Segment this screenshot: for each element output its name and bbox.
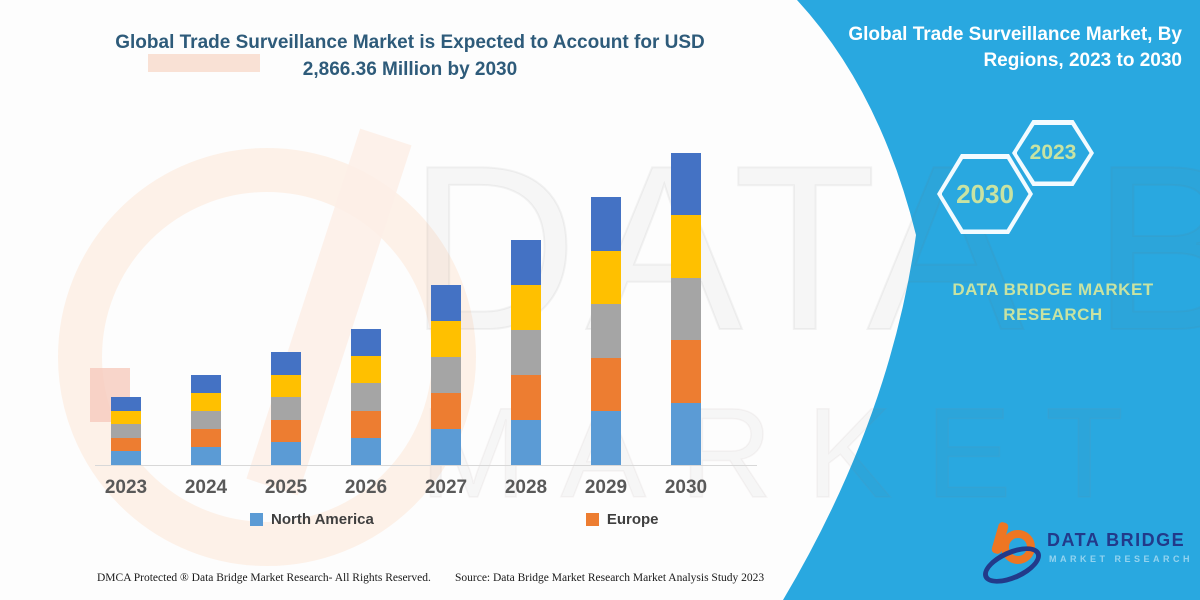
bar-2030-segment-#A5A5A5 bbox=[671, 277, 701, 341]
bar-2029-segment-Europe bbox=[591, 357, 621, 412]
legend-swatch-icon bbox=[585, 513, 599, 526]
bar-2026-segment-#FFC000 bbox=[351, 356, 381, 384]
watermark-text-bottom: MARKET RESEARCH bbox=[419, 381, 1200, 526]
footer-source-text: Source: Data Bridge Market Research Mark… bbox=[455, 572, 765, 584]
bar-2030-segment-#4472C4 bbox=[671, 152, 701, 216]
bar-2030-segment-#FFC000 bbox=[671, 215, 701, 278]
sidebar-brand-text: DATA BRIDGE MARKET RESEARCH bbox=[952, 280, 1154, 324]
legend-swatch-icon bbox=[250, 513, 263, 526]
bar-2026-segment-#4472C4 bbox=[351, 329, 381, 357]
chart-legend: North America Europe bbox=[250, 511, 659, 528]
bar-2025-segment-#4472C4 bbox=[271, 352, 301, 375]
bar-2024-segment-#4472C4 bbox=[191, 374, 221, 393]
sidebar-title: Global Trade Surveillance Market, By Reg… bbox=[848, 24, 1182, 71]
bar-2025-segment-Europe bbox=[271, 419, 301, 443]
x-axis-label-2030: 2030 bbox=[664, 477, 708, 498]
bar-2029-segment-#A5A5A5 bbox=[591, 304, 621, 358]
bar-2023-segment-#A5A5A5 bbox=[111, 424, 141, 438]
bar-2026-segment-North America bbox=[351, 437, 381, 465]
x-axis-label-2024: 2024 bbox=[184, 477, 228, 498]
x-axis-label-2026: 2026 bbox=[344, 477, 388, 498]
hexagon-2023-fill: 2023 bbox=[1016, 124, 1090, 182]
bar-2023 bbox=[111, 396, 141, 465]
bar-2029-segment-#FFC000 bbox=[591, 250, 621, 305]
bar-2023-segment-#4472C4 bbox=[111, 396, 141, 411]
legend-label: North America bbox=[271, 511, 374, 528]
legend-item-north-america: North America bbox=[250, 511, 374, 528]
x-axis-label-2029: 2029 bbox=[584, 477, 628, 498]
logo-b-bowl-icon bbox=[1001, 530, 1035, 564]
legend-label: Europe bbox=[606, 511, 659, 528]
legend-item-europe: Europe bbox=[585, 511, 659, 528]
bar-2023-segment-Europe bbox=[111, 437, 141, 452]
hexagon-2023-label: 2023 bbox=[1029, 141, 1077, 164]
bar-2023-segment-#FFC000 bbox=[111, 410, 141, 425]
x-axis-label-2023: 2023 bbox=[104, 477, 148, 498]
bar-2029 bbox=[591, 197, 621, 465]
x-axis-label-2027: 2027 bbox=[424, 477, 468, 498]
hexagon-2030-label: 2030 bbox=[956, 178, 1014, 209]
bar-2025-segment-#A5A5A5 bbox=[271, 397, 301, 420]
bar-2024 bbox=[191, 374, 221, 465]
bar-2028-segment-#FFC000 bbox=[511, 284, 541, 330]
hexagon-2030-fill: 2030 bbox=[941, 158, 1029, 230]
bar-2029-segment-North America bbox=[591, 411, 621, 465]
bar-2024-segment-#A5A5A5 bbox=[191, 410, 221, 429]
x-axis-label-2025: 2025 bbox=[264, 477, 308, 498]
bar-2025 bbox=[271, 352, 301, 465]
bar-2026-segment-Europe bbox=[351, 410, 381, 438]
bar-2028 bbox=[511, 240, 541, 465]
watermark-logo-strip bbox=[148, 54, 260, 72]
logo-brand-name: DATA BRIDGE bbox=[1047, 530, 1186, 550]
x-axis-label-2028: 2028 bbox=[504, 477, 548, 498]
bar-2027-segment-#4472C4 bbox=[431, 284, 461, 321]
bar-2030 bbox=[671, 152, 701, 465]
bar-2023-segment-North America bbox=[111, 451, 141, 465]
logo-brand-subtitle: MARKET RESEARCH bbox=[1049, 554, 1194, 564]
bar-2028-segment-#4472C4 bbox=[511, 240, 541, 285]
bar-2026-segment-#A5A5A5 bbox=[351, 383, 381, 411]
stacked-bar-chart: 2023 2024 2025 2026 2027 2028 2029 2030 bbox=[104, 152, 708, 498]
bar-2026 bbox=[351, 329, 381, 465]
bar-2027 bbox=[431, 284, 461, 465]
x-axis-line bbox=[95, 465, 757, 466]
bar-2028-segment-#A5A5A5 bbox=[511, 329, 541, 375]
bar-2028-segment-North America bbox=[511, 419, 541, 465]
bar-2027-segment-#A5A5A5 bbox=[431, 356, 461, 393]
bar-2024-segment-Europe bbox=[191, 428, 221, 447]
chart-title: Global Trade Surveillance Market is Expe… bbox=[115, 32, 705, 80]
bar-2030-segment-North America bbox=[671, 402, 701, 465]
bar-2024-segment-North America bbox=[191, 446, 221, 465]
bar-2025-segment-North America bbox=[271, 442, 301, 465]
bar-2025-segment-#FFC000 bbox=[271, 374, 301, 398]
bar-2027-segment-North America bbox=[431, 428, 461, 465]
bar-2027-segment-Europe bbox=[431, 392, 461, 429]
bar-2027-segment-#FFC000 bbox=[431, 320, 461, 357]
data-bridge-logo: DATA BRIDGE MARKET RESEARCH bbox=[977, 520, 1200, 592]
footer-dmca-text: DMCA Protected ® Data Bridge Market Rese… bbox=[97, 572, 431, 584]
bar-2029-segment-#4472C4 bbox=[591, 197, 621, 251]
bar-2030-segment-Europe bbox=[671, 340, 701, 403]
bar-2024-segment-#FFC000 bbox=[191, 392, 221, 411]
bar-2028-segment-Europe bbox=[511, 374, 541, 420]
